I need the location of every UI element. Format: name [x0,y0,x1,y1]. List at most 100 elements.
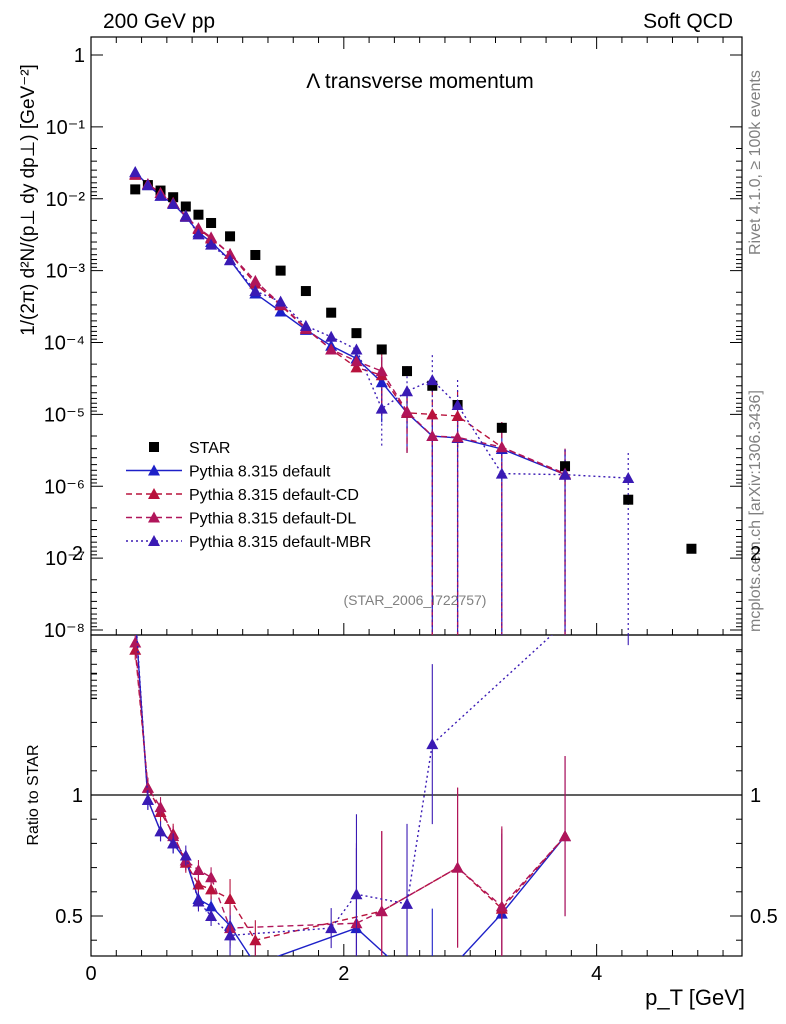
y-tick-label: 1 [74,45,85,67]
series-point-4 [375,402,388,414]
ratio-point-2 [451,861,464,873]
side-label-bottom: mcplots.cern.ch [arXiv:1306.3436] [747,390,764,632]
series-point-4 [154,189,167,201]
series-point-4 [299,319,312,331]
series-point-3 [325,343,338,355]
star-data-point [180,201,191,212]
series-point-4 [274,295,287,307]
legend-marker-4 [148,535,160,546]
y-tick-label: 10⁻⁶ [44,476,85,498]
ratio-point-2 [192,864,205,876]
ratio-point-1 [192,878,205,890]
x-tick-label: 0 [85,963,96,985]
ratio-point-2 [495,900,508,912]
series-point-4 [426,374,439,386]
ratio-y-tick-label-right: 1 [750,785,761,807]
ratio-point-3 [350,888,363,900]
header-right: Soft QCD [643,10,733,33]
ratio-point-2 [559,830,572,842]
star-data-point [623,494,634,505]
main-y-axis-label: 1/(2π) d²N/(p⊥ dy dp⊥) [GeV⁻²] [18,64,39,336]
ratio-point-3 [192,895,205,907]
ratio-point-1 [224,893,237,905]
series-point-4 [325,330,338,342]
ratio-point-3 [141,793,154,805]
ratio-y-axis-label: Ratio to STAR [25,744,42,845]
y-tick-label: 10⁻⁵ [44,404,85,426]
star-data-point [560,461,571,472]
ratio-y-tick-label: 1 [72,785,83,807]
star-data-point [376,344,387,355]
series-point-4 [559,468,572,480]
main-series-group [129,166,697,635]
ratio-point-3 [224,929,237,941]
series-point-3 [192,222,205,234]
series-point-4 [350,343,363,355]
ratio-point-3 [401,897,414,909]
star-data-point [250,249,261,260]
ratio-point-3 [167,837,180,849]
series-point-4 [141,179,154,191]
series-point-2 [350,361,363,373]
y-tick-label: 10⁻⁸ [44,620,85,642]
legend-label-4: Pythia 8.315 default-MBR [189,534,371,551]
ratio-point-3 [154,825,167,837]
legend-marker-3 [148,511,160,523]
y-tick-label: 10⁻³ [46,261,86,283]
ratio-point-2 [205,871,218,883]
series-point-4 [401,385,414,397]
plot-title: Λ transverse momentum [306,70,534,93]
series-point-3 [375,365,388,377]
header-left: 200 GeV pp [103,10,215,33]
legend-marker-star [149,442,159,452]
star-data-point [496,422,507,433]
series-point-3 [249,274,262,286]
series-point-4 [192,228,205,240]
series-point-4 [167,197,180,209]
series-point-3 [350,355,363,367]
star-data-point [275,265,286,276]
series-point-4 [179,209,192,221]
series-point-3 [205,231,218,243]
ratio-point-2 [375,905,388,917]
side-label-top: Rivet 4.1.0, ≥ 100k events [747,70,764,255]
ratio-point-3 [205,910,218,921]
x-tick-label: 2 [338,963,349,985]
series-point-4 [129,166,142,178]
series-point-4 [495,467,508,479]
ratio-point-1 [249,934,262,946]
star-data-point [686,543,697,554]
ratio-series-group [129,635,629,956]
star-data-point [193,209,204,220]
star-data-point [225,231,236,242]
ratio-point-0 [205,900,218,912]
star-data-point [300,286,311,297]
ratio-point-2 [154,801,167,813]
legend-marker-1 [148,464,160,476]
legend-label-3: Pythia 8.315 default-DL [189,511,356,528]
series-point-4 [622,472,635,484]
star-data-point [326,307,337,318]
y-tick-label: 10⁻⁷ [45,548,85,570]
ratio-point-1 [205,883,218,895]
x-tick-label: 4 [591,963,602,985]
ratio-point-2 [129,636,142,648]
series-point-2 [426,408,439,420]
series-point-4 [451,399,464,411]
series-point-3 [224,248,237,260]
ratio-point-3 [179,849,192,861]
series-point-1 [274,305,287,317]
y-tick-label: 10⁻² [46,189,86,211]
star-data-point [351,328,362,339]
ratio-y-tick-label-right: 2 [750,543,761,565]
series-point-3 [426,430,439,442]
series-point-4 [249,285,262,297]
star-data-point [206,217,217,228]
y-tick-label: 10⁻¹ [46,117,86,139]
legend-label-0: STAR [189,440,230,457]
series-point-1 [375,376,388,388]
star-data-point [130,184,141,195]
ratio-point-2 [141,781,154,793]
series-point-3 [401,405,414,417]
